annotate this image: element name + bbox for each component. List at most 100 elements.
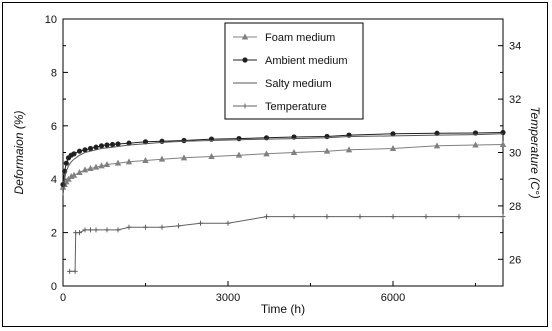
data-point (159, 224, 165, 230)
y2-tick-label: 32 (509, 94, 521, 106)
legend: Foam medium Ambient medium Salty medium Tem… (224, 22, 364, 120)
data-point (433, 142, 441, 149)
x-tick-label: 6000 (381, 292, 405, 304)
x-axis-title: Time (h) (261, 302, 305, 316)
series-line (62, 133, 504, 196)
data-point (345, 146, 353, 153)
legend-item: Foam medium (233, 32, 335, 44)
data-point (142, 157, 149, 164)
data-point (115, 141, 121, 147)
data-point (125, 158, 133, 165)
data-point (87, 145, 94, 152)
series-group (59, 129, 507, 274)
data-point (291, 214, 297, 220)
y-tick-label: 6 (51, 121, 57, 133)
data-point (114, 159, 122, 166)
data-point (93, 144, 99, 150)
data-point (98, 162, 105, 169)
data-point (87, 165, 94, 172)
y-axis-title: Deformaion (%) (12, 110, 26, 194)
legend-label: Temperature (265, 101, 327, 113)
legend-label: Ambient medium (265, 55, 348, 67)
data-point (357, 214, 363, 220)
data-point (115, 227, 121, 233)
series-ambient-medium (60, 129, 506, 188)
data-point (71, 151, 77, 157)
y2-axis-title: Temperature (C°) (528, 106, 542, 198)
y2-tick-label: 30 (509, 148, 521, 160)
x-tick-label: 0 (60, 292, 66, 304)
data-point (176, 223, 181, 229)
legend-item: Temperature (233, 101, 327, 113)
data-point (236, 136, 242, 142)
data-point (77, 230, 82, 236)
data-point (456, 214, 462, 220)
x-tick-label: 3000 (216, 292, 240, 304)
series-foam-medium (59, 140, 507, 190)
data-point (434, 130, 440, 136)
data-point (472, 141, 479, 148)
data-point (180, 154, 188, 161)
data-point (208, 153, 215, 160)
y-tick-label: 10 (45, 14, 57, 26)
data-point (390, 131, 396, 137)
axis-ticks: 0 2 4 6 8 10 26 28 30 32 34 0 3000 6000 (45, 14, 522, 304)
data-point (263, 150, 270, 157)
y2-tick-label: 34 (509, 41, 521, 53)
data-point (264, 214, 269, 220)
data-point (181, 137, 187, 144)
data-point (198, 220, 203, 226)
series-salty-medium (62, 133, 504, 196)
data-point (323, 147, 331, 154)
y2-tick-label: 26 (509, 254, 521, 266)
y-tick-label: 8 (51, 67, 57, 79)
data-point (92, 163, 100, 170)
data-point (389, 144, 397, 151)
data-point (104, 227, 110, 233)
data-point (60, 181, 66, 188)
data-point (423, 214, 429, 220)
chart-frame: 0 2 4 6 8 10 26 28 30 32 34 0 3000 6000 Deformaion (%… (2, 2, 548, 327)
data-point (324, 214, 330, 220)
data-point (158, 155, 166, 162)
data-point (242, 57, 248, 63)
series-line (69, 216, 503, 272)
data-point (81, 166, 89, 173)
data-point (241, 33, 249, 40)
data-point (290, 149, 298, 155)
y2-tick-label: 28 (509, 201, 521, 213)
data-point (63, 160, 69, 166)
data-point (499, 140, 507, 147)
data-point (67, 268, 73, 274)
legend-box (224, 22, 364, 120)
chart-canvas: 0 2 4 6 8 10 26 28 30 32 34 0 3000 6000 Deformaion (%… (12, 14, 542, 316)
data-point (98, 143, 105, 149)
data-point (76, 148, 83, 154)
data-point (143, 224, 148, 230)
data-point (76, 169, 83, 176)
y-tick-label: 0 (51, 281, 57, 293)
data-point (104, 142, 110, 148)
y-tick-label: 4 (51, 174, 57, 186)
data-point (70, 171, 78, 178)
y-tick-label: 2 (51, 228, 57, 240)
legend-label: Salty medium (265, 78, 332, 90)
data-point (82, 147, 88, 153)
data-point (109, 141, 116, 148)
series-line (62, 144, 504, 188)
data-point (88, 227, 93, 233)
data-point (159, 138, 165, 144)
data-point (93, 227, 99, 233)
data-point (225, 220, 231, 226)
data-point (242, 103, 248, 109)
data-point (235, 151, 243, 158)
legend-item: Salty medium (233, 78, 332, 90)
data-point (390, 214, 396, 220)
data-point (126, 224, 132, 230)
legend-label: Foam medium (265, 32, 335, 44)
legend-item: Ambient medium (233, 55, 348, 67)
data-point (72, 268, 78, 274)
data-point (103, 161, 111, 168)
data-point (500, 214, 506, 220)
series-temperature (67, 214, 506, 274)
